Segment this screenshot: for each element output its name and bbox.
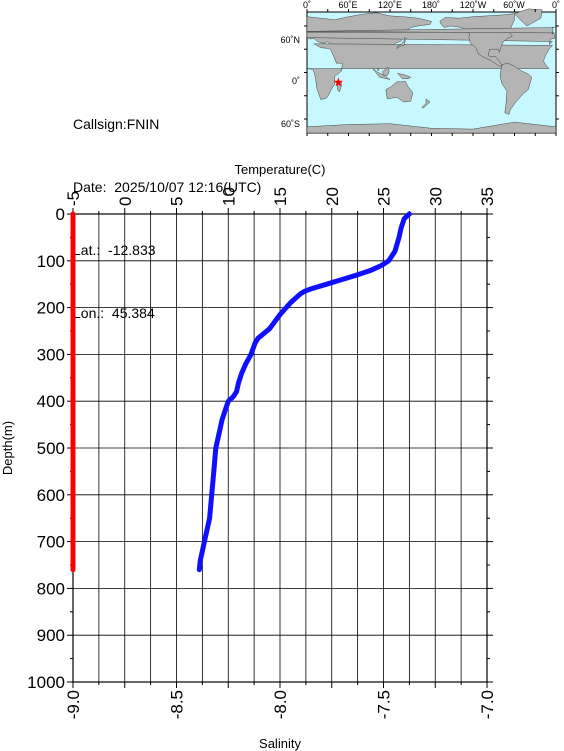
depth-tick-label: 600 xyxy=(37,486,65,505)
lat-value: -12.833 xyxy=(108,242,156,258)
depth-tick-label: 400 xyxy=(37,392,65,411)
callsign-value: FNIN xyxy=(126,116,160,132)
station-marker xyxy=(333,77,344,87)
depth-tick-label: 1000 xyxy=(27,673,65,692)
map-labels: 0˚ 60˚E 120˚E 180˚ 120˚W 60˚W 0˚ 60˚N 0˚… xyxy=(280,0,560,129)
map-land xyxy=(306,8,557,134)
depth-tick-label: 900 xyxy=(37,626,65,645)
map-lon-label: 0˚ xyxy=(303,0,311,10)
depth-tick-label: 200 xyxy=(37,299,65,318)
map-land-indonesia xyxy=(372,68,391,80)
temperature-tick-label: 35 xyxy=(478,187,497,206)
temperature-tick-label: 10 xyxy=(219,187,238,206)
depth-tick-label: 700 xyxy=(37,533,65,552)
map-lon-label: 0˚ xyxy=(552,0,560,10)
map-land-greenland xyxy=(514,8,543,27)
map-land-australia xyxy=(385,80,414,103)
temperature-profile-line xyxy=(196,211,412,573)
salinity-axis-title: Salinity xyxy=(259,736,301,751)
data-series xyxy=(70,211,412,573)
map-land-north-america xyxy=(439,13,515,67)
date-label: Date: xyxy=(73,179,107,195)
salinity-tick-label: -9.0 xyxy=(64,690,83,719)
depth-tick-label: 0 xyxy=(56,205,65,224)
lon-line: Lon.: 45.384 xyxy=(73,303,261,324)
map-land-japan xyxy=(396,37,407,49)
temperature-ticks: -5 0 5 10 15 20 25 30 35 xyxy=(64,187,497,206)
station-star-icon xyxy=(333,77,344,87)
temperature-tick-label: 25 xyxy=(375,187,394,206)
depth-tick-label: 100 xyxy=(37,252,65,271)
salinity-tick-label: -7.5 xyxy=(375,690,394,719)
station-info: Callsign:FNIN Date: 2025/10/07 12:16(UTC… xyxy=(73,72,261,345)
depth-tick-label: 300 xyxy=(37,345,65,364)
map-land-uk xyxy=(306,27,555,35)
depth-tick-label: 800 xyxy=(37,579,65,598)
map-lon-label: 120˚E xyxy=(378,0,402,10)
map-lon-label: 60˚E xyxy=(338,0,357,10)
lat-line: Lat.: -12.833 xyxy=(73,240,261,261)
map-land-new-zealand xyxy=(421,98,431,109)
temperature-tick-label: -5 xyxy=(64,191,83,206)
temperature-tick-label: 0 xyxy=(116,197,135,206)
temperature-tick-label: 15 xyxy=(271,187,290,206)
depth-ticks: 0 100 200 300 400 500 600 700 800 900 1000 xyxy=(27,205,65,692)
map-lon-label: 180˚ xyxy=(422,0,440,10)
date-line: Date: 2025/10/07 12:16(UTC) xyxy=(73,177,261,198)
map-ticks xyxy=(304,9,559,136)
temperature-tick-label: 30 xyxy=(426,187,445,206)
map-land-new-guinea xyxy=(397,72,412,79)
salinity-tick-label: -7.0 xyxy=(478,690,497,719)
map-land-south-america xyxy=(499,62,533,115)
temperature-axis-title: Temperature(C) xyxy=(234,162,325,177)
depth-tick-label: 500 xyxy=(37,439,65,458)
callsign-line: Callsign:FNIN xyxy=(73,114,261,135)
map-lon-label: 60˚W xyxy=(503,0,525,10)
lon-label: Lon.: xyxy=(73,305,105,321)
map-land-borneo-png xyxy=(382,66,390,76)
map-lat-label: 0˚ xyxy=(292,76,300,86)
date-value: 2025/10/07 12:16(UTC) xyxy=(114,179,262,195)
chart-grid xyxy=(73,214,487,682)
map-lat-label: 60˚S xyxy=(281,119,300,129)
salinity-tick-label: -8.5 xyxy=(168,690,187,719)
salinity-ticks: -9.0 -8.5 -8.0 -7.5 -7.0 xyxy=(64,690,497,719)
lat-label: Lat.: xyxy=(73,242,101,258)
temperature-tick-label: 5 xyxy=(168,197,187,206)
depth-axis-title: Depth(m) xyxy=(0,421,15,475)
map-lon-label: 120˚W xyxy=(460,0,487,10)
map-lat-label: 60˚N xyxy=(280,35,300,45)
callsign-label: Callsign: xyxy=(73,116,127,132)
temperature-tick-label: 20 xyxy=(323,187,342,206)
lon-value: 45.384 xyxy=(111,305,155,321)
salinity-tick-label: -8.0 xyxy=(271,690,290,719)
